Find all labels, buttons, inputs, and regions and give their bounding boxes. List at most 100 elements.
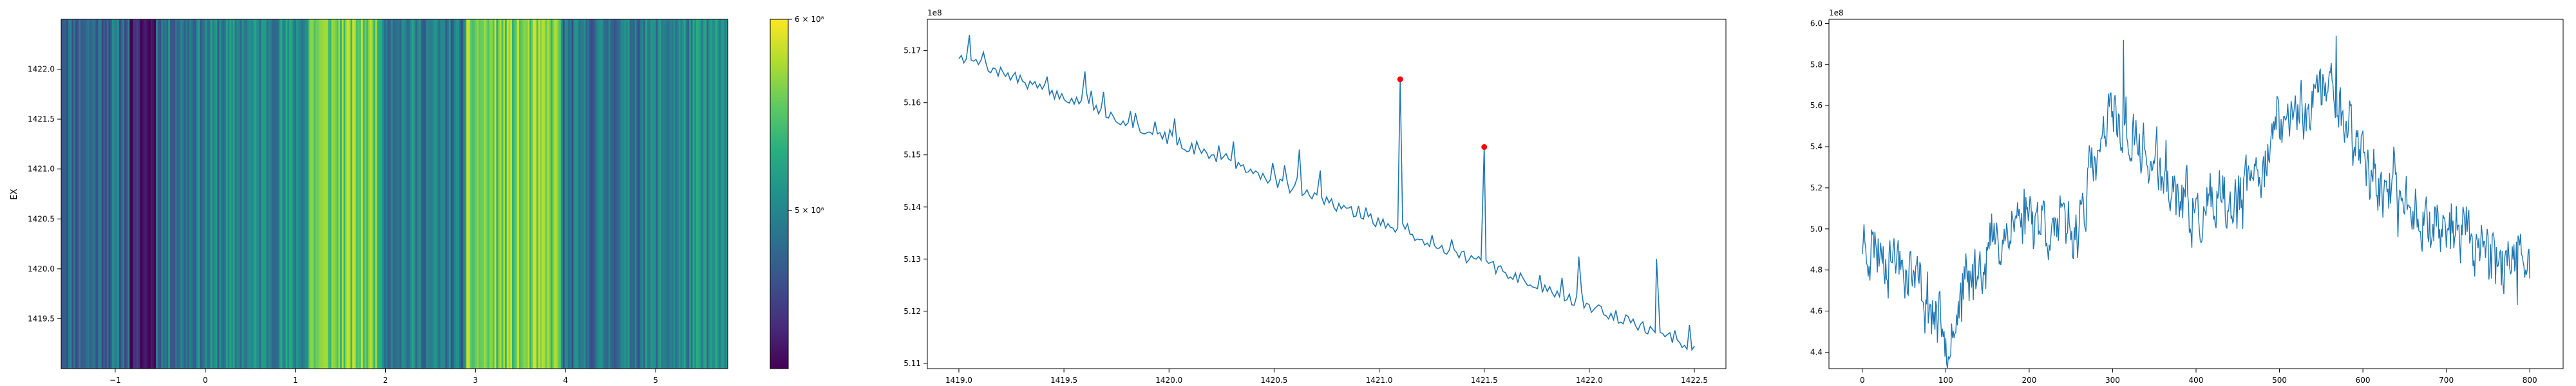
- heatmap-column: [413, 19, 416, 369]
- heatmap-column: [242, 19, 244, 369]
- heatmap-column: [613, 19, 616, 369]
- heatmap-column: [505, 19, 507, 369]
- heatmap-x-tick-label: 4: [563, 376, 568, 385]
- heatmap-column: [317, 19, 319, 369]
- heatmap-column: [131, 19, 134, 369]
- heatmap-column: [705, 19, 707, 369]
- heatmap-column: [719, 19, 721, 369]
- line-chart-index-x-tick-label: 800: [2523, 376, 2537, 385]
- heatmap-y-axis-label: EX: [10, 188, 19, 199]
- heatmap-x-tick-label: 0: [203, 376, 208, 385]
- heatmap-column: [457, 19, 460, 369]
- heatmap-column: [201, 19, 204, 369]
- heatmap-column: [592, 19, 595, 369]
- heatmap-column: [382, 19, 384, 369]
- heatmap-column: [140, 19, 142, 369]
- line-chart-index-x-tick-label: 700: [2439, 376, 2454, 385]
- heatmap-column: [275, 19, 278, 369]
- heatmap-column: [145, 19, 148, 369]
- heatmap-column: [94, 19, 97, 369]
- heatmap-column: [126, 19, 129, 369]
- heatmap-column: [598, 19, 600, 369]
- heatmap-column: [333, 19, 336, 369]
- heatmap-column: [354, 19, 357, 369]
- heatmap-column: [256, 19, 258, 369]
- heatmap-column: [198, 19, 200, 369]
- heatmap-column: [639, 19, 643, 369]
- heatmap-column: [368, 19, 370, 369]
- heatmap-column: [312, 19, 314, 369]
- heatmap-column: [336, 19, 339, 369]
- heatmap-column: [161, 19, 164, 369]
- heatmap-column: [580, 19, 583, 369]
- heatmap-column: [694, 19, 697, 369]
- line-chart-index-x-tick-label: 100: [1938, 376, 1953, 385]
- heatmap-column: [268, 19, 270, 369]
- heatmap-column: [189, 19, 192, 369]
- heatmap-column: [545, 19, 548, 369]
- heatmap-x-tick-label: 5: [653, 376, 658, 385]
- heatmap-column: [338, 19, 341, 369]
- heatmap-column: [73, 19, 76, 369]
- heatmap-column: [61, 19, 64, 369]
- heatmap-column: [724, 19, 726, 369]
- heatmap-column: [412, 19, 415, 369]
- heatmap-column: [103, 19, 106, 369]
- heatmap-column: [137, 19, 139, 369]
- heatmap-column: [487, 19, 490, 369]
- heatmap-column: [454, 19, 457, 369]
- heatmap-column: [506, 19, 509, 369]
- heatmap-cells: [61, 19, 728, 369]
- heatmap-column: [271, 19, 274, 369]
- heatmap-column: [278, 19, 281, 369]
- heatmap-column: [322, 19, 325, 369]
- heatmap-column: [462, 19, 466, 369]
- line-chart-index-y-tick-label: 4.8: [1810, 266, 1823, 275]
- heatmap-column: [68, 19, 71, 369]
- heatmap-column: [117, 19, 120, 369]
- line-chart-ex-x-tick-label: 1422.5: [1681, 376, 1708, 385]
- heatmap-column: [113, 19, 117, 369]
- heatmap-column: [370, 19, 372, 369]
- heatmap-column: [677, 19, 679, 369]
- heatmap-column: [529, 19, 532, 369]
- heatmap-column: [245, 19, 248, 369]
- heatmap-column: [187, 19, 190, 369]
- heatmap-column: [75, 19, 78, 369]
- heatmap-column: [207, 19, 209, 369]
- heatmap-column: [419, 19, 421, 369]
- heatmap-column: [431, 19, 434, 369]
- heatmap-column: [176, 19, 180, 369]
- heatmap-column: [689, 19, 692, 369]
- heatmap-column: [392, 19, 395, 369]
- heatmap-column: [489, 19, 491, 369]
- heatmap-column: [496, 19, 498, 369]
- line-chart-ex-x-tick-label: 1420.0: [1155, 376, 1182, 385]
- heatmap-column: [273, 19, 276, 369]
- heatmap-column: [150, 19, 153, 369]
- heatmap-column: [277, 19, 279, 369]
- heatmap-column: [98, 19, 100, 369]
- heatmap-column: [643, 19, 646, 369]
- heatmap-column: [180, 19, 183, 369]
- heatmap-column: [99, 19, 102, 369]
- heatmap-column: [372, 19, 374, 369]
- heatmap-column: [682, 19, 685, 369]
- heatmap-column: [229, 19, 232, 369]
- peak-marker: [1397, 76, 1403, 82]
- heatmap-column: [348, 19, 352, 369]
- heatmap-column: [80, 19, 83, 369]
- colorbar: 5 × 10⁸ 6 × 10⁸: [770, 15, 824, 369]
- heatmap-column: [404, 19, 408, 369]
- heatmap-column: [499, 19, 502, 369]
- colorbar-tick-label: 6 × 10⁸: [795, 15, 824, 24]
- heatmap-column: [690, 19, 694, 369]
- heatmap-column: [377, 19, 379, 369]
- heatmap-column: [341, 19, 345, 369]
- heatmap-column: [629, 19, 632, 369]
- heatmap-column: [429, 19, 432, 369]
- heatmap-column: [345, 19, 348, 369]
- heatmap-column: [303, 19, 306, 369]
- heatmap-column: [171, 19, 174, 369]
- heatmap-column: [226, 19, 229, 369]
